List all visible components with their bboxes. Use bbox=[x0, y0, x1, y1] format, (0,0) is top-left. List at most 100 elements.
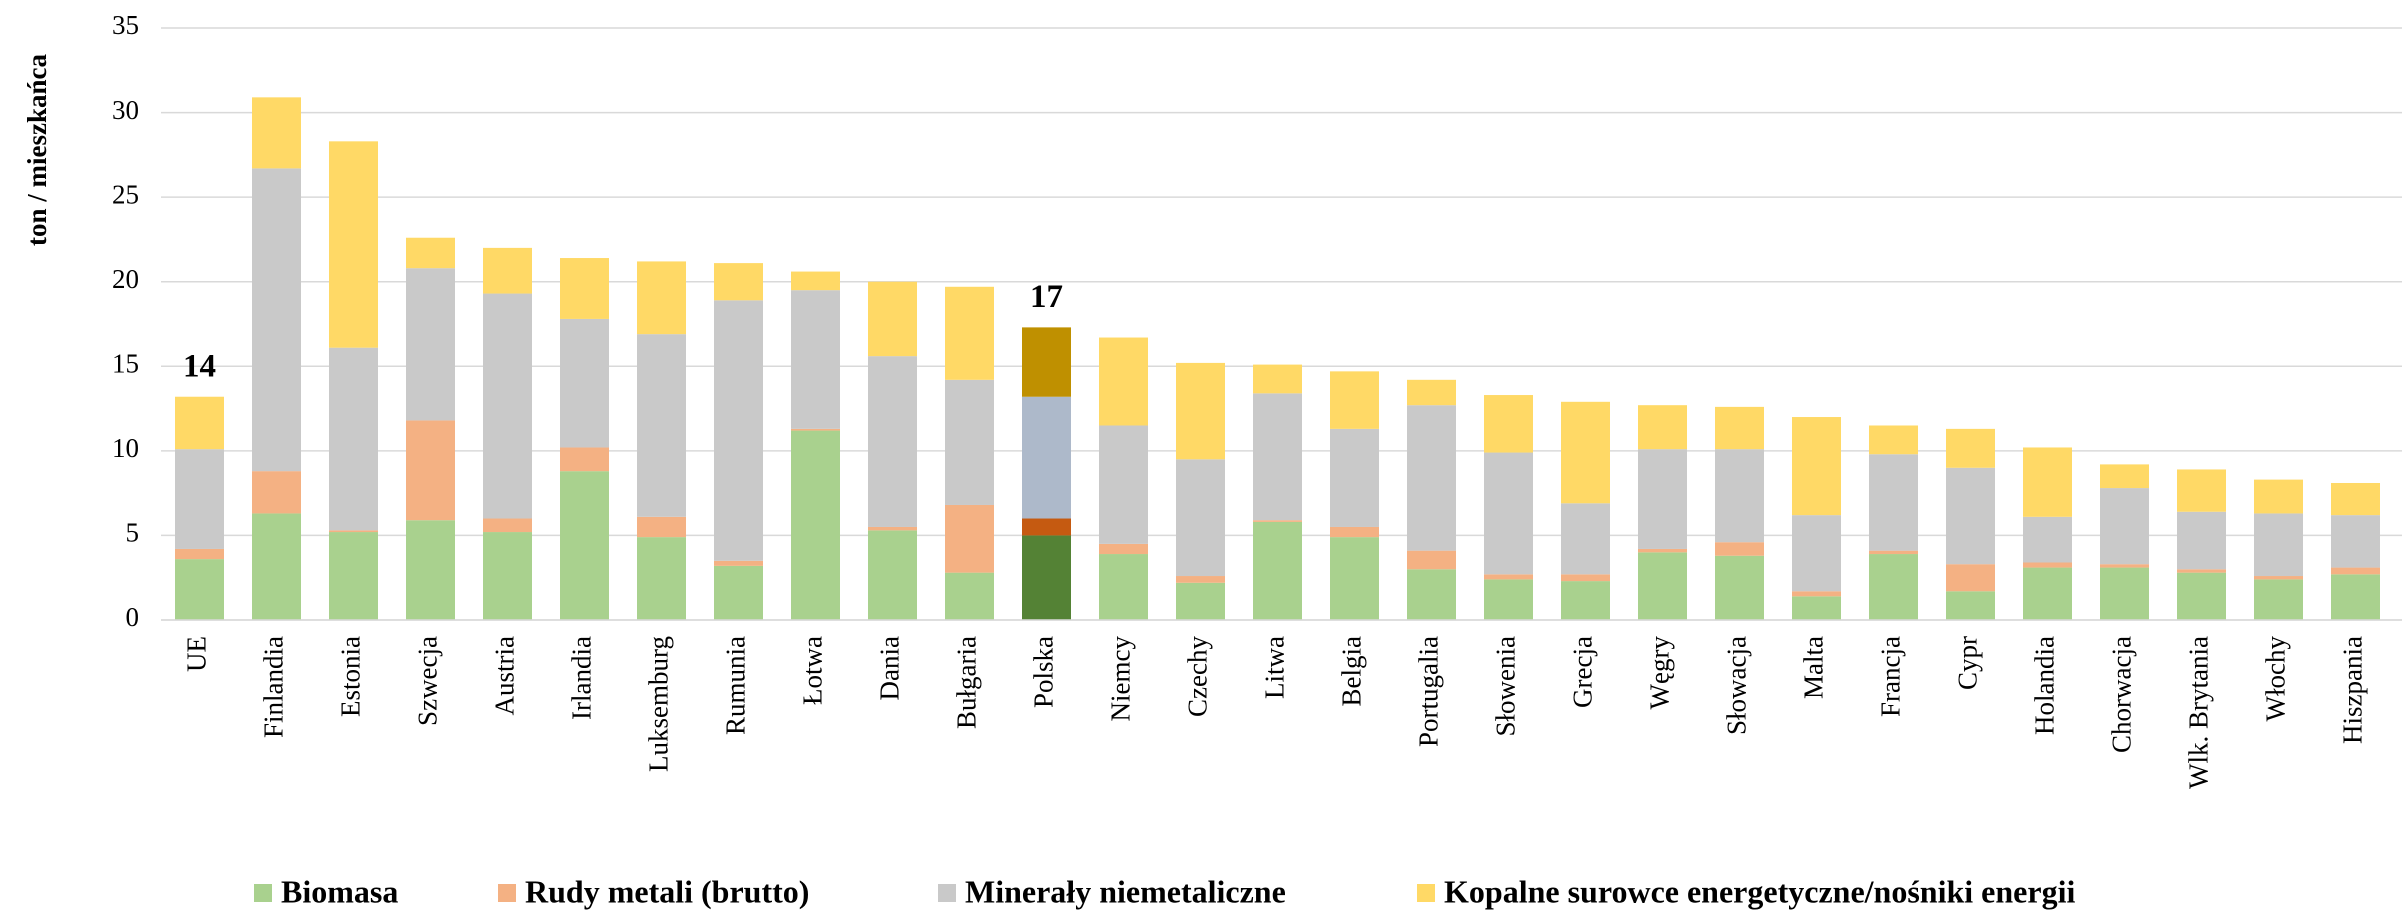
bar-segment bbox=[1484, 574, 1533, 580]
bar-segment bbox=[560, 471, 609, 620]
bar-segment bbox=[1253, 521, 1302, 620]
bar-segment bbox=[1099, 425, 1148, 544]
x-tick-label: Cypr bbox=[1953, 636, 1983, 690]
bar-segment bbox=[1946, 564, 1995, 592]
bar-segment bbox=[406, 420, 455, 521]
bar-segment bbox=[714, 560, 763, 566]
bar-segment bbox=[2100, 567, 2149, 620]
x-tick-label: Włochy bbox=[2261, 636, 2291, 722]
bar-segment bbox=[1561, 401, 1610, 504]
bar-segment bbox=[2023, 516, 2072, 563]
bar-segment bbox=[2023, 567, 2072, 620]
bar-segment bbox=[1638, 405, 1687, 450]
bar-segment bbox=[175, 548, 224, 560]
bar-segment bbox=[406, 237, 455, 269]
y-tick-label: 25 bbox=[112, 179, 139, 209]
x-tick-label: Bułgaria bbox=[952, 636, 982, 729]
bar-segment bbox=[2023, 447, 2072, 517]
x-tick-label: Finlandia bbox=[259, 636, 289, 738]
bar-segment bbox=[406, 268, 455, 421]
legend-swatch bbox=[1417, 884, 1435, 902]
y-tick-label: 10 bbox=[112, 433, 139, 463]
bar-segment bbox=[1330, 371, 1379, 429]
bar-segment bbox=[637, 261, 686, 335]
x-tick-label: Szwecja bbox=[413, 636, 443, 726]
y-axis-label: ton / mieszkańca bbox=[22, 54, 52, 246]
bar-segment bbox=[252, 471, 301, 514]
bar-segment bbox=[483, 247, 532, 294]
x-tick-label: Czechy bbox=[1183, 636, 1213, 717]
bar-segment bbox=[560, 447, 609, 472]
y-tick-label: 20 bbox=[112, 264, 139, 294]
bar-segment bbox=[714, 300, 763, 561]
bar-segment bbox=[2100, 488, 2149, 565]
bar-segment bbox=[1253, 520, 1302, 522]
bar-segment bbox=[1407, 379, 1456, 406]
bar-segment bbox=[2254, 513, 2303, 577]
bar-segment bbox=[2100, 564, 2149, 568]
legend-swatch bbox=[938, 884, 956, 902]
x-tick-label: Węgry bbox=[1645, 636, 1675, 710]
bar-segment bbox=[1946, 428, 1995, 468]
bar-segment bbox=[483, 293, 532, 519]
bar-segment bbox=[1099, 543, 1148, 555]
x-tick-label: Słowenia bbox=[1491, 636, 1521, 737]
bar-segment bbox=[1561, 574, 1610, 582]
bar-segment bbox=[1484, 579, 1533, 620]
x-tick-label: Irlandia bbox=[567, 636, 597, 720]
bar-segment bbox=[1176, 362, 1225, 460]
bar-segment bbox=[1561, 581, 1610, 620]
bar-segment bbox=[2254, 479, 2303, 514]
x-tick-label: Hiszpania bbox=[2338, 636, 2368, 744]
bar-segment bbox=[1099, 554, 1148, 620]
bar-segment bbox=[1022, 396, 1071, 519]
bar-segment bbox=[252, 513, 301, 620]
bar-segment bbox=[1484, 452, 1533, 575]
bar-segment bbox=[1561, 503, 1610, 575]
bar-segment bbox=[483, 532, 532, 620]
bar-segment bbox=[1869, 554, 1918, 620]
bar-segment bbox=[1715, 555, 1764, 620]
bar-segment bbox=[791, 271, 840, 291]
x-tick-label: Rumunia bbox=[721, 636, 751, 735]
bar-segment bbox=[945, 379, 994, 505]
bar-segment bbox=[1022, 535, 1071, 620]
x-tick-label: Wlk. Brytania bbox=[2184, 636, 2214, 789]
legend-label: Kopalne surowce energetyczne/nośniki ene… bbox=[1444, 873, 2075, 909]
legend-label: Minerały niemetaliczne bbox=[965, 873, 1286, 909]
data-label: 17 bbox=[1030, 279, 1063, 315]
bar-segment bbox=[637, 334, 686, 517]
bar-segment bbox=[329, 347, 378, 531]
x-tick-label: Chorwacja bbox=[2107, 636, 2137, 753]
bar-segment bbox=[1099, 337, 1148, 426]
bar-segment bbox=[1407, 569, 1456, 620]
bar-segment bbox=[2254, 579, 2303, 620]
bar-segment bbox=[1715, 542, 1764, 556]
x-tick-label: Portugalia bbox=[1414, 636, 1444, 747]
bar-segment bbox=[1330, 428, 1379, 527]
legend-swatch bbox=[254, 884, 272, 902]
bar-segment bbox=[2177, 469, 2226, 512]
legend-swatch bbox=[498, 884, 516, 902]
bar-segment bbox=[1176, 582, 1225, 620]
bar-segment bbox=[868, 356, 917, 527]
bar-segment bbox=[329, 532, 378, 620]
data-label: 14 bbox=[183, 348, 216, 384]
y-tick-label: 0 bbox=[126, 602, 140, 632]
bar-segment bbox=[1407, 550, 1456, 570]
x-tick-label: Słowacja bbox=[1722, 636, 1752, 735]
bar-segment bbox=[252, 97, 301, 169]
bar-segment bbox=[1638, 449, 1687, 549]
x-tick-label: Holandia bbox=[2030, 636, 2060, 735]
bar-segment bbox=[2100, 464, 2149, 489]
bar-segment bbox=[1792, 591, 1841, 597]
bar-segment bbox=[329, 530, 378, 533]
x-tick-label: Polska bbox=[1029, 636, 1059, 708]
bar-segment bbox=[560, 258, 609, 319]
bar-segment bbox=[252, 168, 301, 472]
y-tick-label: 5 bbox=[126, 518, 140, 548]
bar-segment bbox=[2331, 567, 2380, 575]
bar-segment bbox=[945, 286, 994, 380]
bar-segment bbox=[1022, 518, 1071, 536]
